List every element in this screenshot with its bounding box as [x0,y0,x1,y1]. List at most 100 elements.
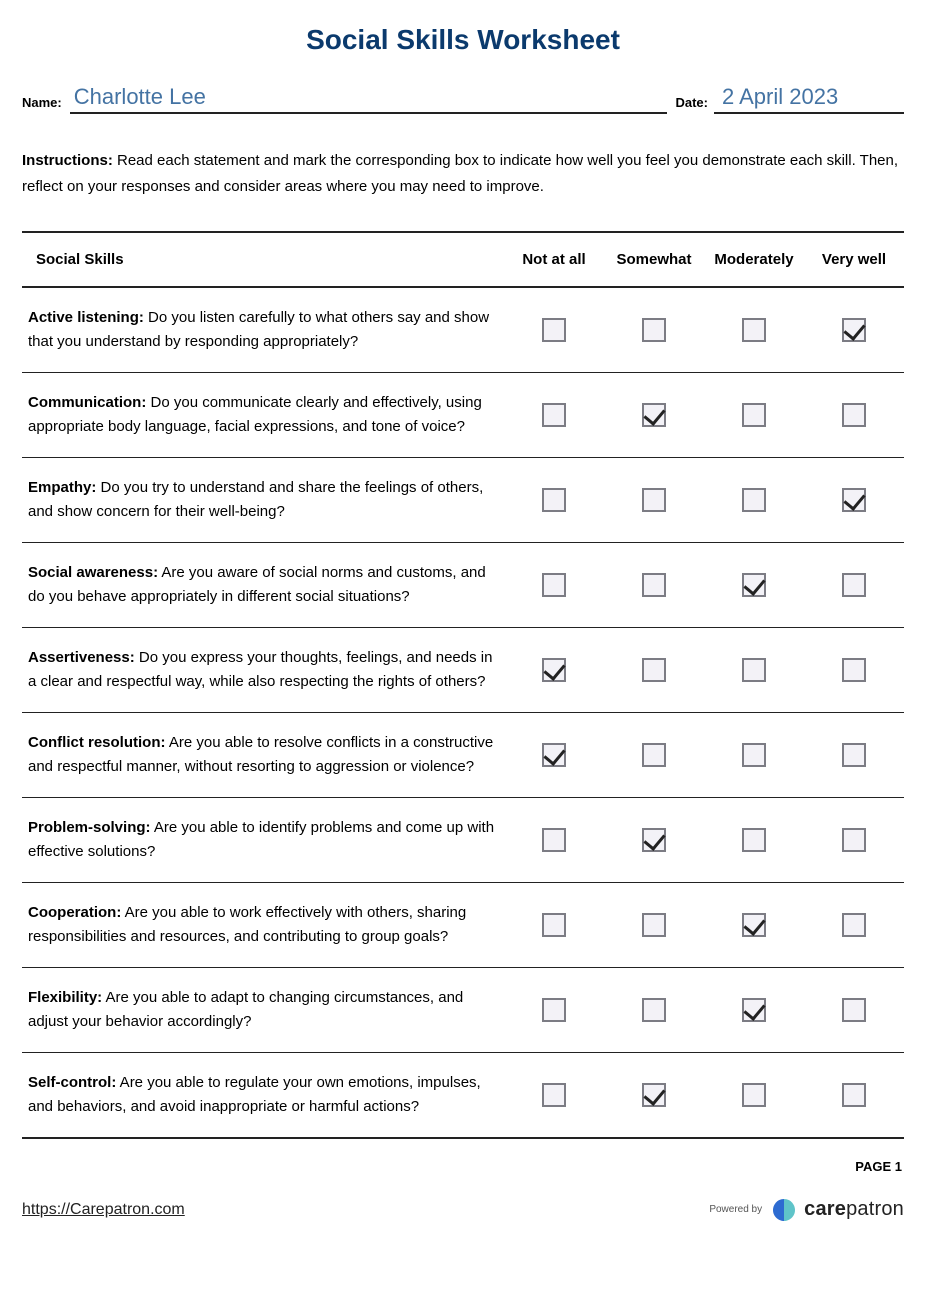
rating-cell [704,372,804,457]
page-number: PAGE 1 [22,1159,904,1174]
powered-by-label: Powered by [709,1204,762,1215]
checkbox[interactable] [542,828,566,852]
checkbox[interactable] [742,743,766,767]
checkbox[interactable] [642,998,666,1022]
checkbox[interactable] [842,318,866,342]
logo-icon [770,1196,798,1224]
rating-cell [804,287,904,373]
rating-cell [704,1052,804,1138]
skill-cell: Conflict resolution: Are you able to res… [22,712,504,797]
skill-label: Flexibility: [28,989,102,1006]
checkbox[interactable] [842,1083,866,1107]
checkbox[interactable] [642,1083,666,1107]
checkbox[interactable] [742,828,766,852]
footer-link[interactable]: https://Carepatron.com [22,1201,185,1219]
checkbox[interactable] [842,488,866,512]
skill-label: Active listening: [28,309,144,326]
rating-cell [704,797,804,882]
checkbox[interactable] [642,658,666,682]
checkbox[interactable] [542,743,566,767]
skill-label: Cooperation: [28,904,121,921]
table-row: Self-control: Are you able to regulate y… [22,1052,904,1138]
checkbox[interactable] [542,913,566,937]
checkbox[interactable] [742,998,766,1022]
rating-cell [604,882,704,967]
instructions-body: Read each statement and mark the corresp… [22,152,898,195]
name-label: Name: [22,95,62,114]
checkbox[interactable] [542,488,566,512]
table-row: Empathy: Do you try to understand and sh… [22,457,904,542]
table-row: Problem-solving: Are you able to identif… [22,797,904,882]
rating-cell [704,542,804,627]
checkbox[interactable] [842,913,866,937]
checkbox[interactable] [542,318,566,342]
rating-cell [604,1052,704,1138]
rating-cell [704,627,804,712]
checkbox[interactable] [542,403,566,427]
date-label: Date: [675,95,708,114]
skill-cell: Social awareness: Are you aware of socia… [22,542,504,627]
footer: https://Carepatron.com Powered by carepa… [22,1196,904,1224]
rating-cell [504,882,604,967]
skill-label: Empathy: [28,479,96,496]
checkbox[interactable] [642,318,666,342]
rating-cell [504,542,604,627]
checkbox[interactable] [542,573,566,597]
rating-cell [604,797,704,882]
checkbox[interactable] [842,403,866,427]
rating-cell [504,797,604,882]
checkbox[interactable] [842,743,866,767]
date-field: Date: 2 April 2023 [675,84,904,114]
checkbox[interactable] [542,1083,566,1107]
skill-label: Self-control: [28,1074,116,1091]
table-row: Social awareness: Are you aware of socia… [22,542,904,627]
instructions-text: Instructions: Read each statement and ma… [22,148,904,201]
checkbox[interactable] [842,998,866,1022]
checkbox[interactable] [742,573,766,597]
skill-cell: Flexibility: Are you able to adapt to ch… [22,967,504,1052]
page-title: Social Skills Worksheet [22,24,904,56]
skills-table: Social Skills Not at all Somewhat Modera… [22,231,904,1139]
rating-cell [504,372,604,457]
instructions-label: Instructions: [22,152,113,169]
checkbox[interactable] [742,488,766,512]
rating-cell [804,627,904,712]
rating-cell [804,372,904,457]
rating-cell [804,542,904,627]
brand-logo: carepatron [770,1196,904,1224]
skill-label: Conflict resolution: [28,734,166,751]
checkbox[interactable] [742,913,766,937]
checkbox[interactable] [742,1083,766,1107]
checkbox[interactable] [842,658,866,682]
checkbox[interactable] [542,998,566,1022]
date-input[interactable]: 2 April 2023 [714,84,904,114]
checkbox[interactable] [642,488,666,512]
table-row: Conflict resolution: Are you able to res… [22,712,904,797]
rating-cell [704,287,804,373]
checkbox[interactable] [642,573,666,597]
checkbox[interactable] [742,658,766,682]
checkbox[interactable] [842,573,866,597]
skill-label: Assertiveness: [28,649,135,666]
skill-cell: Communication: Do you communicate clearl… [22,372,504,457]
rating-cell [504,1052,604,1138]
worksheet-page: Social Skills Worksheet Name: Charlotte … [0,0,926,1300]
checkbox[interactable] [742,403,766,427]
checkbox[interactable] [642,828,666,852]
rating-cell [704,967,804,1052]
brand-rest: patron [846,1198,904,1220]
checkbox[interactable] [642,743,666,767]
table-row: Communication: Do you communicate clearl… [22,372,904,457]
skill-label: Communication: [28,394,146,411]
rating-cell [804,457,904,542]
rating-cell [604,712,704,797]
checkbox[interactable] [542,658,566,682]
checkbox[interactable] [742,318,766,342]
skill-cell: Empathy: Do you try to understand and sh… [22,457,504,542]
name-input[interactable]: Charlotte Lee [70,84,668,114]
rating-cell [604,967,704,1052]
checkbox[interactable] [642,913,666,937]
checkbox[interactable] [842,828,866,852]
checkbox[interactable] [642,403,666,427]
brand-text: carepatron [804,1198,904,1221]
